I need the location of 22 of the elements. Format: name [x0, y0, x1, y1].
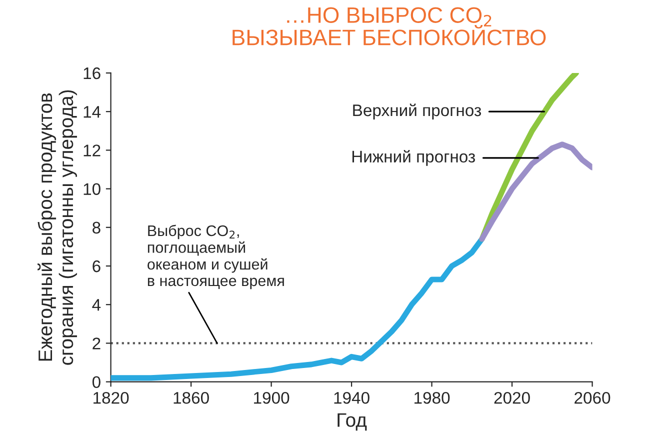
y-tick-label: 6: [92, 260, 100, 272]
x-tick-label: 1820: [94, 392, 129, 404]
ref-line-label: Выброс CO$_{2}$, поглощаемый океаном и сушей в настоящее время: [148, 224, 284, 290]
x-tick-label: 1980: [414, 392, 450, 404]
annotation: Нижний прогноз: [352, 150, 475, 166]
y-tick-label: 4: [92, 299, 101, 311]
x-tick-label: 2020: [494, 392, 530, 404]
y-tick-label: 16: [84, 67, 100, 80]
annotation: Верхний прогноз: [353, 104, 482, 120]
y-axis-title: Ежегодный выброс продуктов сгорания (гигатонны углерода): [38, 90, 77, 365]
y-tick-label: 10: [84, 183, 100, 195]
y-tick-label: 2: [92, 338, 100, 350]
x-axis-title: Год: [338, 413, 367, 431]
x-tick-label: 1900: [254, 392, 290, 404]
y-tick-label: 12: [84, 144, 100, 156]
y-tick-label: 14: [84, 106, 101, 118]
x-tick-label: 1940: [334, 392, 370, 404]
y-tick-label: 8: [92, 222, 100, 234]
chart-title: …НО ВЫБРОС CO$_{2}$ ВЫЗЫВАЕТ БЕСПОКОЙСТВО: [232, 7, 546, 46]
x-tick-label: 1860: [174, 392, 209, 404]
y-tick-label: 0: [92, 376, 100, 388]
x-tick-label: 2060: [574, 392, 610, 404]
